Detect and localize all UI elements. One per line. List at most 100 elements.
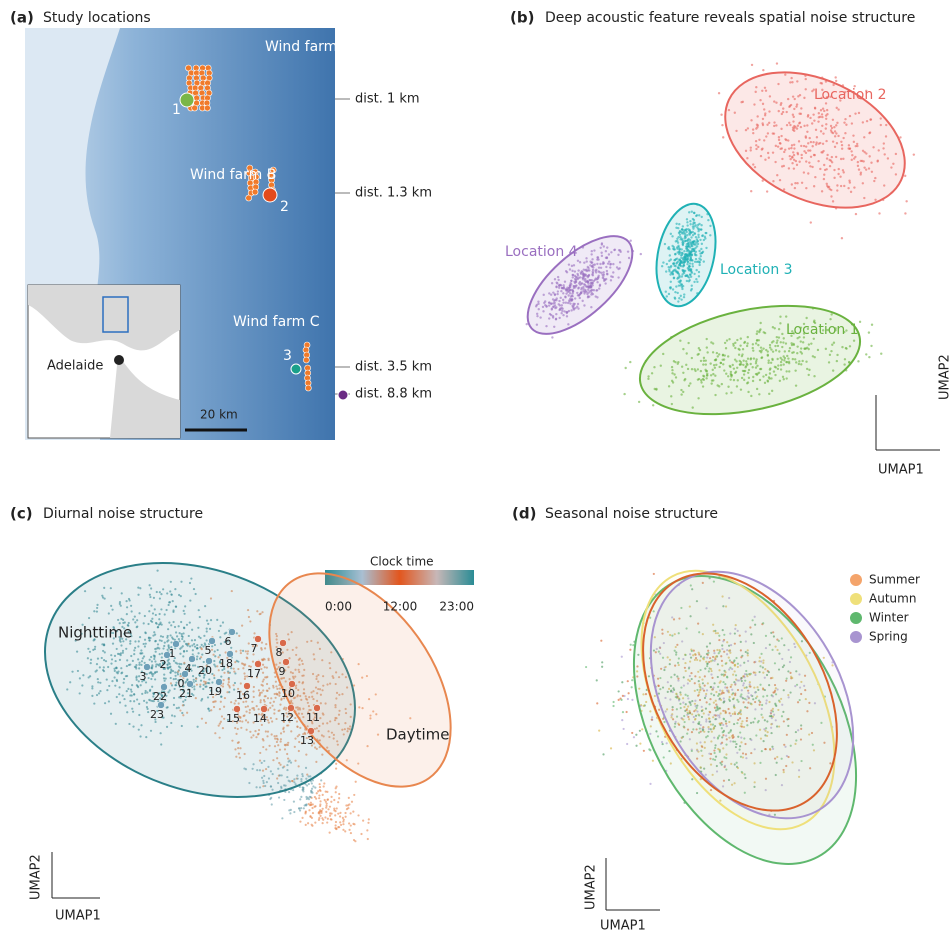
cluster-label: Location 2 — [814, 87, 887, 103]
point — [880, 352, 882, 354]
point — [621, 656, 623, 658]
point — [311, 807, 313, 809]
point — [904, 175, 906, 177]
point — [551, 336, 553, 338]
point — [353, 794, 355, 796]
legend-label: Winter — [869, 611, 909, 625]
point — [344, 830, 346, 832]
hour-label: 17 — [247, 667, 261, 680]
hour-label: 4 — [185, 662, 192, 675]
point — [834, 76, 836, 78]
turbine — [252, 189, 258, 195]
point — [325, 805, 327, 807]
hour-label: 23 — [150, 708, 164, 721]
panel-title: Deep acoustic feature reveals spatial no… — [545, 10, 915, 26]
point — [598, 730, 600, 732]
point — [309, 815, 311, 817]
axes-b — [876, 395, 940, 450]
point — [339, 821, 341, 823]
page: {"panels": [ {"label": "(a)", "title": "… — [0, 0, 951, 933]
point — [639, 743, 641, 745]
point — [333, 799, 335, 801]
point — [623, 728, 625, 730]
site-label: 2 — [280, 199, 289, 215]
point — [640, 253, 642, 255]
point — [308, 783, 310, 785]
point — [311, 788, 313, 790]
point — [342, 829, 344, 831]
site-label: 4 — [343, 402, 352, 418]
colorbar-title: Clock time — [370, 555, 434, 569]
point — [334, 824, 336, 826]
point — [281, 817, 283, 819]
point — [318, 817, 320, 819]
point — [601, 661, 603, 663]
cluster-label: Location 1 — [786, 322, 859, 338]
y-axis-label: UMAP2 — [29, 854, 44, 900]
point — [308, 803, 310, 805]
hour-label: 9 — [279, 665, 286, 678]
point — [628, 692, 630, 694]
y-axis-label: UMAP2 — [938, 354, 951, 400]
x-axis-label: UMAP1 — [878, 463, 924, 478]
cluster-label: Location 3 — [720, 262, 793, 278]
legend-marker — [850, 631, 862, 643]
point — [337, 813, 339, 815]
point — [342, 823, 344, 825]
point — [293, 811, 295, 813]
hour-label: 16 — [236, 689, 250, 702]
point — [612, 701, 614, 703]
point — [326, 821, 328, 823]
point — [305, 811, 307, 813]
point — [298, 807, 300, 809]
point — [310, 804, 312, 806]
point — [330, 796, 332, 798]
hour-label: 2 — [160, 658, 167, 671]
point — [312, 812, 314, 814]
point — [283, 799, 285, 801]
turbine — [204, 105, 210, 111]
hour-label: 19 — [208, 685, 222, 698]
point — [325, 811, 327, 813]
point — [314, 796, 316, 798]
point — [612, 705, 614, 707]
site-label: 3 — [283, 348, 292, 364]
legend-marker — [850, 574, 862, 586]
legend-marker — [850, 593, 862, 605]
point — [596, 702, 598, 704]
hour-label: 22 — [153, 690, 167, 703]
panel-label: (a) — [10, 9, 34, 27]
point — [630, 240, 632, 242]
point — [721, 124, 723, 126]
distance-label: dist. 1 km — [355, 92, 420, 107]
point — [308, 809, 310, 811]
point — [343, 819, 345, 821]
point — [339, 815, 341, 817]
point — [323, 782, 325, 784]
point — [335, 786, 337, 788]
point — [913, 153, 915, 155]
hour-label: 15 — [226, 712, 240, 725]
point — [338, 793, 340, 795]
hour-label: 10 — [281, 687, 295, 700]
point — [354, 840, 356, 842]
panel-title: Study locations — [43, 10, 151, 26]
point — [299, 821, 301, 823]
site-marker — [263, 188, 277, 202]
colorbar-tick-label: 0:00 — [325, 600, 352, 614]
point — [627, 680, 629, 682]
hour-label: 14 — [253, 712, 267, 725]
point — [319, 800, 321, 802]
point — [338, 826, 340, 828]
point — [327, 818, 329, 820]
point — [776, 62, 778, 64]
point — [336, 807, 338, 809]
point — [878, 212, 880, 214]
city-marker — [114, 355, 124, 365]
point — [904, 212, 906, 214]
point — [362, 820, 364, 822]
point — [326, 803, 328, 805]
point — [329, 806, 331, 808]
point — [350, 832, 352, 834]
distance-label: dist. 8.8 km — [355, 387, 432, 402]
